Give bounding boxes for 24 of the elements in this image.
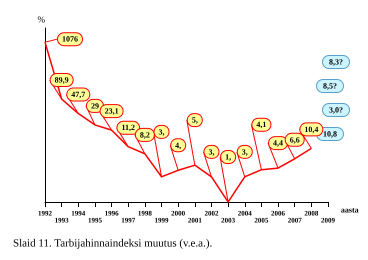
text: Slaid 11. Tarbijahinnaindeksi muutus (v.e.a.). [13,238,212,250]
data-label: 4,4 [273,138,284,148]
data-label: 5, [192,116,198,125]
data-label: 8,2 [140,130,150,140]
data-label: 4,1 [256,120,266,130]
data-label: 10,4 [304,124,318,134]
data-label: 1, [225,152,232,162]
data-label: 23,1 [104,106,119,116]
data-label: 1076 [62,34,78,44]
data-label: 29 [90,101,99,110]
annotation: 10,8 [323,130,337,138]
data-label: 89,9 [54,76,69,85]
y-axis-title: % [38,14,46,24]
text: 8,3? [329,58,343,66]
data-label: 6,6 [290,135,300,144]
data-label: 11,2 [121,123,136,132]
annotation: 8,5? [323,82,337,90]
data-label: 47,7 [71,90,86,100]
text: 3,0? [329,106,343,114]
data-label: 3, [208,147,214,156]
data-label: 3, [242,147,248,156]
data-label: 3, [158,127,165,136]
data-label: 4, [175,140,182,150]
x-axis-title: aasta [340,206,359,214]
